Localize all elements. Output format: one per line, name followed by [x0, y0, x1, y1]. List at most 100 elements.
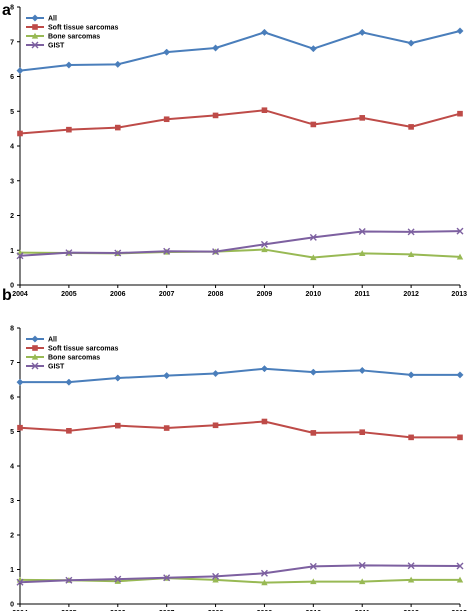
legend-label: Soft tissue sarcomas [48, 346, 119, 353]
data-point [261, 418, 268, 425]
x-tick-label: 2008 [208, 291, 224, 298]
x-tick-label: 2004 [12, 291, 28, 298]
data-point [359, 250, 366, 256]
x-tick-label: 2010 [306, 291, 322, 298]
y-tick-label: 1 [10, 248, 14, 255]
data-point [212, 248, 220, 256]
x-tick-label: 2013 [451, 291, 467, 298]
data-point [309, 233, 317, 241]
data-point [260, 240, 268, 248]
y-tick-label: 4 [10, 144, 14, 151]
data-point [309, 45, 317, 53]
data-point [456, 371, 464, 379]
data-point [16, 67, 24, 75]
legend-item: GIST [26, 362, 65, 371]
data-point [114, 575, 122, 583]
y-tick-label: 1 [10, 567, 14, 574]
data-point [163, 48, 171, 56]
series-gist [16, 227, 464, 260]
x-tick-label: 2007 [159, 291, 175, 298]
data-point [407, 576, 415, 583]
data-point [407, 371, 415, 379]
y-tick-label: 4 [10, 464, 14, 471]
legend-label: GIST [48, 43, 65, 50]
data-point [408, 124, 414, 130]
y-tick-label: 6 [10, 395, 14, 402]
legend-label: All [48, 16, 57, 23]
y-tick-label: 7 [10, 39, 14, 46]
data-point [456, 227, 464, 235]
data-point [358, 227, 366, 235]
legend-label: All [48, 337, 57, 344]
legend-marker [32, 345, 38, 351]
data-point [65, 576, 73, 584]
legend-label: Bone sarcomas [48, 355, 100, 362]
series-line [19, 577, 460, 584]
legend-item: Bone sarcomas [26, 32, 100, 41]
series-all [16, 365, 464, 386]
data-point [114, 60, 122, 68]
legend-marker [31, 32, 39, 39]
data-point [261, 579, 268, 586]
data-point [260, 28, 268, 36]
y-tick-label: 0 [10, 283, 14, 290]
data-point [456, 253, 464, 260]
data-point [456, 562, 464, 570]
data-point [16, 578, 24, 586]
data-point [456, 27, 464, 35]
data-point [163, 247, 171, 255]
legend-item: Bone sarcomas [26, 353, 100, 362]
series-soft-tissue-sarcomas [17, 107, 463, 137]
x-tick-label: 2006 [110, 291, 126, 298]
data-point [114, 124, 121, 131]
y-tick-label: 7 [10, 360, 14, 367]
data-point [212, 369, 220, 378]
y-tick-label: 2 [10, 213, 14, 220]
panel-label: a [2, 2, 11, 19]
panel-label: b [2, 287, 12, 304]
data-point [212, 572, 220, 580]
data-point [407, 228, 415, 236]
series-line [19, 30, 461, 72]
legend-item: Soft tissue sarcomas [26, 24, 119, 32]
data-point [212, 112, 219, 119]
data-point [212, 422, 219, 429]
legend-marker [31, 41, 39, 49]
legend-item: Soft tissue sarcomas [26, 345, 119, 353]
data-point [114, 249, 122, 257]
y-tick-label: 3 [10, 498, 14, 505]
data-point [65, 249, 73, 257]
legend-item: All [26, 14, 57, 23]
series-line [19, 230, 461, 257]
data-point [17, 424, 23, 431]
y-tick-label: 0 [10, 602, 14, 609]
data-point [65, 61, 73, 69]
legend-marker [31, 353, 39, 360]
y-tick-label: 8 [10, 5, 14, 12]
data-point [114, 578, 121, 584]
chart-panel-a: a 0 1 2 3 4 5 6 7 8 2004 2005 2006 2007 2008 2009 2010 20… [2, 2, 467, 298]
legend-label: Soft tissue sarcomas [48, 25, 119, 32]
data-point [359, 115, 366, 121]
data-point [408, 434, 414, 441]
data-point [261, 246, 268, 253]
x-tick-label: 2012 [403, 291, 419, 298]
data-point [114, 422, 121, 429]
legend-marker [31, 362, 39, 370]
y-tick-label: 6 [10, 74, 14, 81]
series-line [19, 420, 460, 439]
y-tick-label: 2 [10, 533, 14, 540]
data-point [163, 574, 171, 582]
data-point [261, 107, 268, 114]
legend-marker [32, 24, 38, 30]
series-soft-tissue-sarcomas [17, 418, 463, 441]
data-point [212, 44, 220, 52]
data-point [358, 561, 366, 569]
x-tick-label: 2009 [257, 291, 273, 298]
legend-marker [31, 14, 39, 22]
chart-panel-b: b 0 1 2 3 4 5 6 7 8 2004 2005 2006 2007 2008 2009 2010 20… [2, 287, 467, 611]
data-point [359, 578, 366, 585]
data-point [260, 365, 268, 373]
series-gist [16, 561, 464, 586]
